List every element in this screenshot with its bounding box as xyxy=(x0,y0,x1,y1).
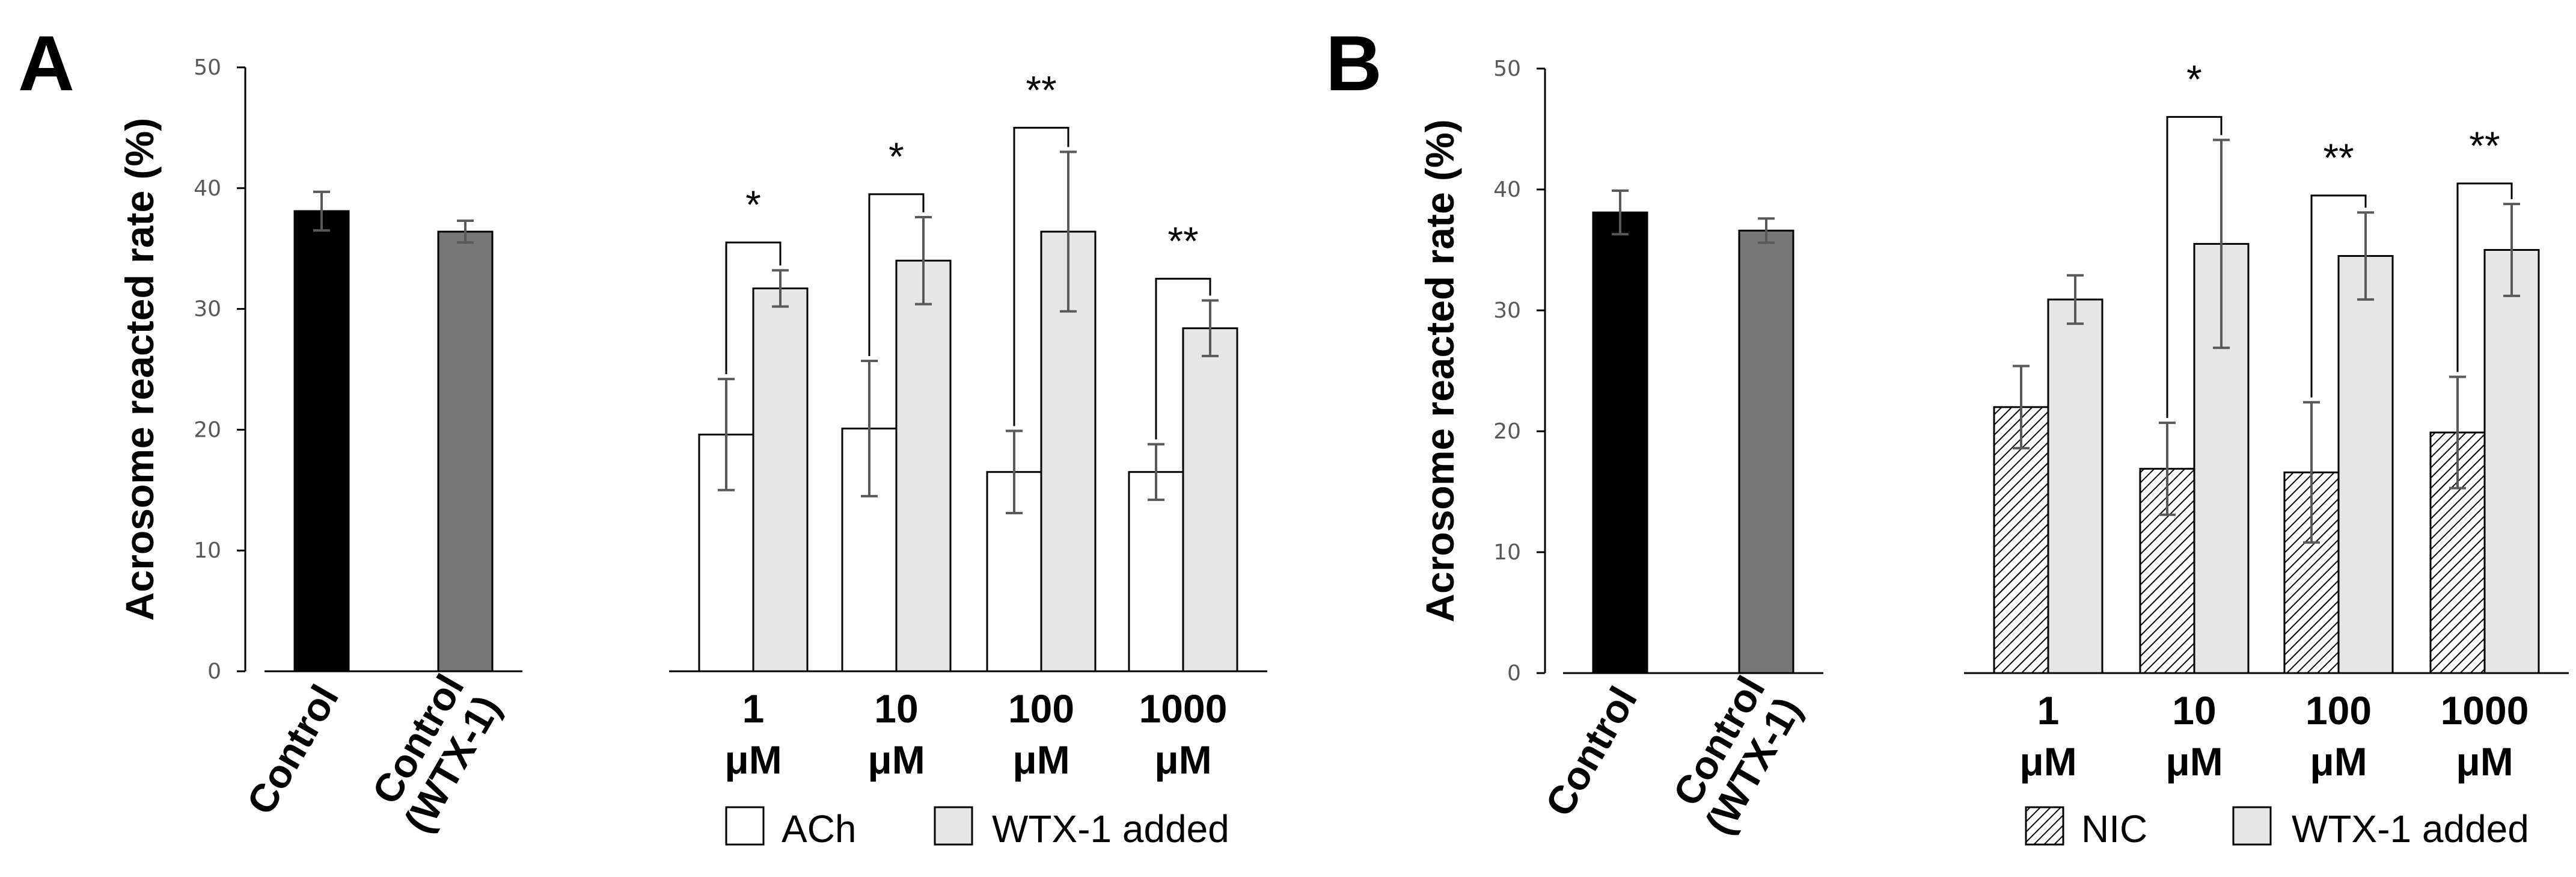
panel-a-wtx-bar-2 xyxy=(895,259,952,672)
panel-b-y-tick-label: 30 xyxy=(1493,298,1521,323)
panel-a-sig-label-1: * xyxy=(745,182,761,227)
panel-a-control-bar-1 xyxy=(293,210,350,672)
panel-b-group-label-2: 10 xyxy=(2172,688,2216,733)
panel-a-control-label-line: Control xyxy=(238,677,347,822)
panel-b-control-bar-2 xyxy=(1738,229,1794,674)
panel-b-y-tick-label: 40 xyxy=(1493,177,1521,202)
panel-a-y-axis-label: Acrosome reacted rate (%) xyxy=(117,118,162,621)
panel-a-group-unit-4: μM xyxy=(1154,737,1211,782)
panel-b-control-label-2: Control(WTX-1) xyxy=(1660,669,1810,842)
panel-a-group-unit-2: μM xyxy=(867,737,925,782)
panel-a-y-tick-label: 20 xyxy=(194,417,221,442)
panel-a-sig-label-4: ** xyxy=(1167,218,1198,263)
panel-a-y-tick-label: 10 xyxy=(194,538,221,563)
panel-b-legend-swatch-agonist xyxy=(2025,806,2064,846)
panel-a-sig-bracket-4 xyxy=(1155,277,1211,440)
panel-b-letter: B xyxy=(1326,19,1382,107)
panel-b-wtx-bar-4 xyxy=(2483,249,2540,674)
panel-b-sig-label-4: ** xyxy=(2469,123,2500,168)
panel-b-group-label-1: 1 xyxy=(2037,688,2060,733)
panel-b: B Acrosome reacted rate (%) 0 10 20 30 40 50 Con… xyxy=(1326,19,2569,851)
panel-b-group-unit-1: μM xyxy=(2019,739,2076,784)
panel-b-y-tick-label: 50 xyxy=(1493,57,1521,81)
panel-a-sig-label-2: * xyxy=(889,134,904,179)
panel-b-y-tick-label: 0 xyxy=(1507,661,1521,686)
panel-b-wtx-bar-3 xyxy=(2337,255,2394,674)
panel-b-sig-bracket-3 xyxy=(2310,194,2367,398)
panel-b-legend-label-wtx: WTX-1 added xyxy=(2292,807,2529,851)
panel-b-y-axis-label: Acrosome reacted rate (%) xyxy=(1418,119,1462,622)
panel-b-sig-label-3: ** xyxy=(2323,135,2354,180)
panel-a-y-tick-label: 50 xyxy=(194,55,221,80)
panel-b-legend-swatch-wtx xyxy=(2232,806,2272,846)
panel-a: A Acrosome reacted rate (%) 0 10 20 30 40 50 Con… xyxy=(18,19,1267,851)
panel-b-control-bar-1 xyxy=(1592,211,1648,674)
panel-b-control-label-1: Control xyxy=(1537,679,1645,823)
panel-a-y-tick-label: 40 xyxy=(194,176,221,201)
panel-a-control-label-1: Control xyxy=(238,677,347,822)
panel-b-sig-label-2: * xyxy=(2186,57,2202,101)
panel-a-legend-swatch-wtx xyxy=(934,806,973,846)
panel-b-legend-label-agonist: NIC xyxy=(2081,807,2147,851)
panel-a-sig-bracket-1 xyxy=(725,241,782,375)
panel-a-sig-label-3: ** xyxy=(1026,67,1056,112)
panel-a-sig-bracket-3 xyxy=(1013,126,1069,426)
panel-a-control-label-2: Control(WTX-1) xyxy=(359,667,509,840)
panel-b-group-unit-4: μM xyxy=(2456,739,2513,784)
panel-a-wtx-bar-4 xyxy=(1182,327,1238,672)
panel-b-agonist-bar-1 xyxy=(1993,406,2049,674)
panel-a-group-label-4: 1000 xyxy=(1139,686,1228,731)
panel-a-group-label-2: 10 xyxy=(874,686,918,731)
panel-b-wtx-bar-1 xyxy=(2047,298,2103,674)
panel-b-y-tick-label: 20 xyxy=(1493,419,1521,444)
panel-a-group-unit-1: μM xyxy=(724,737,782,782)
panel-b-group-unit-3: μM xyxy=(2310,739,2367,784)
panel-b-group-label-3: 100 xyxy=(2305,688,2372,733)
panel-a-agonist-bar-4 xyxy=(1128,471,1184,672)
panel-b-control-label-line: Control xyxy=(1537,679,1645,823)
panel-b-sig-bracket-2 xyxy=(2166,115,2223,418)
panel-a-wtx-bar-1 xyxy=(752,287,809,672)
panel-a-legend-label-agonist: ACh xyxy=(782,807,857,851)
panel-a-legend-label-wtx: WTX-1 added xyxy=(992,807,1229,851)
panel-b-group-label-4: 1000 xyxy=(2441,688,2529,733)
panel-b-group-unit-2: μM xyxy=(2165,739,2223,784)
panel-b-sig-bracket-4 xyxy=(2456,182,2513,372)
panel-a-letter: A xyxy=(18,19,75,107)
panel-a-y-tick-label: 0 xyxy=(207,659,221,684)
panel-a-group-unit-3: μM xyxy=(1012,737,1069,782)
panel-a-group-label-1: 1 xyxy=(742,686,765,731)
panel-a-group-label-3: 100 xyxy=(1008,686,1074,731)
panel-b-y-tick-label: 10 xyxy=(1493,540,1521,565)
panel-a-control-bar-2 xyxy=(437,230,494,672)
panel-a-y-tick-label: 30 xyxy=(194,297,221,322)
panel-a-legend-swatch-agonist xyxy=(725,806,765,846)
panel-a-sig-bracket-2 xyxy=(868,193,925,356)
